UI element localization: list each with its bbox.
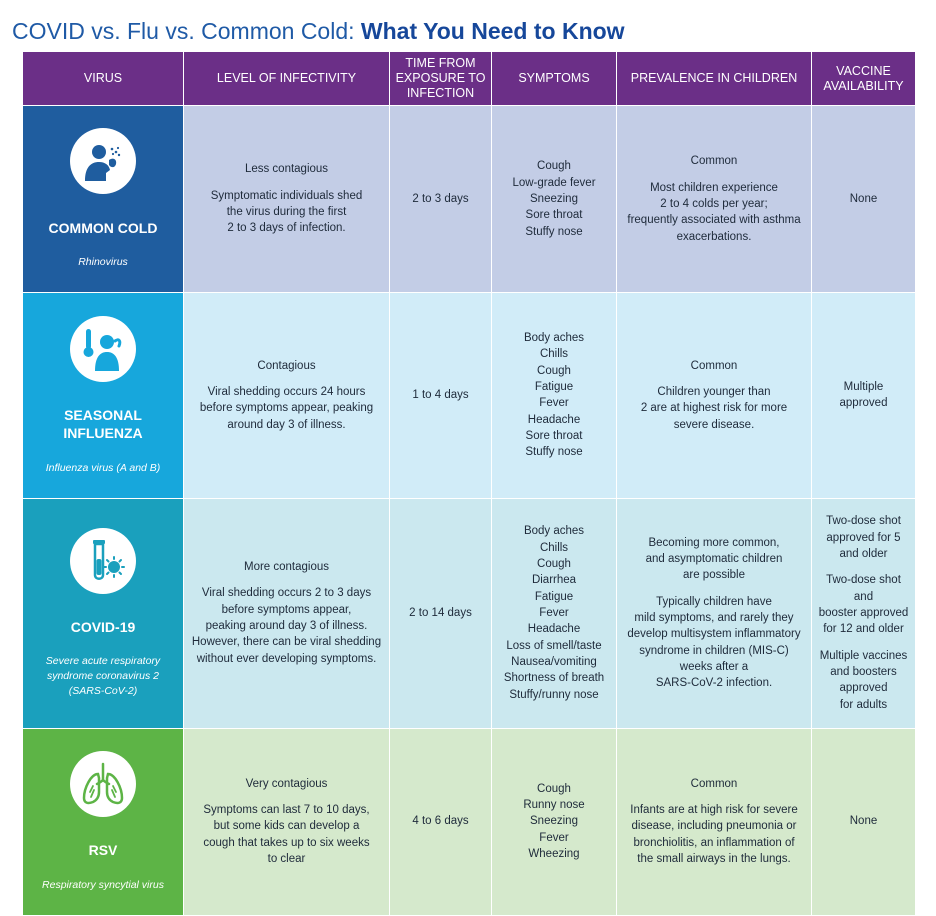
title-regular: COVID vs. Flu vs. Common Cold: bbox=[12, 18, 361, 44]
header-virus: VIRUS bbox=[22, 51, 184, 106]
virus-cell: COVID-19 Severe acute respiratory syndro… bbox=[22, 497, 184, 729]
infectivity-level: Very contagious bbox=[245, 777, 328, 790]
vaccine-detail: Two-dose shot and booster approved for 1… bbox=[818, 574, 909, 636]
table-row: SEASONAL INFLUENZA Influenza virus (A an… bbox=[22, 292, 916, 499]
comparison-table: VIRUS LEVEL OF INFECTIVITY TIME FROM EXP… bbox=[22, 51, 916, 916]
prevalence-detail: Typically children have mild symptoms, a… bbox=[627, 595, 801, 690]
vaccine-detail: Multiple vaccines and boosters approved … bbox=[819, 649, 908, 711]
prevalence-cell: Common Infants are at high risk for sever… bbox=[616, 727, 812, 916]
header-symptoms: SYMPTOMS bbox=[491, 51, 617, 106]
header-time: TIME FROM EXPOSURE TO INFECTION bbox=[389, 51, 492, 106]
infectivity-level: Less contagious bbox=[244, 163, 329, 176]
prevalence-detail: Children younger than 2 are at highest r… bbox=[640, 386, 788, 431]
vaccine-cell: None bbox=[811, 104, 916, 294]
prevalence-cell: Common Children younger than 2 are at hig… bbox=[616, 292, 812, 499]
sneezing-person-icon bbox=[70, 128, 136, 195]
person-with-thermometer-icon bbox=[70, 315, 136, 382]
prevalence-cell: Common Most children experience 2 to 4 co… bbox=[616, 104, 812, 294]
vaccine-cell: None bbox=[811, 727, 916, 916]
infectivity-level: More contagious bbox=[243, 561, 330, 574]
infectivity-detail: Symptomatic individuals shed the virus d… bbox=[210, 189, 363, 235]
header-infectivity: LEVEL OF INFECTIVITY bbox=[183, 51, 390, 106]
virus-name: SEASONAL INFLUENZA bbox=[63, 406, 143, 442]
virus-scientific-name: Influenza virus (A and B) bbox=[45, 461, 161, 474]
infectivity-detail: Symptoms can last 7 to 10 days, but some… bbox=[203, 804, 370, 866]
symptoms-cell: Cough Runny nose Sneezing Fever Wheezing bbox=[491, 727, 617, 916]
virus-cell: RSV Respiratory syncytial virus bbox=[22, 727, 184, 916]
time-cell: 2 to 3 days bbox=[389, 104, 492, 294]
prevalence-detail: Infants are at high risk for severe dise… bbox=[630, 804, 798, 866]
virus-scientific-name: Respiratory syncytial virus bbox=[42, 878, 164, 891]
header-row: VIRUS LEVEL OF INFECTIVITY TIME FROM EXP… bbox=[22, 51, 916, 106]
infectivity-cell: Very contagious Symptoms can last 7 to 10… bbox=[183, 727, 390, 916]
vaccine-detail: Two-dose shot approved for 5 and older bbox=[826, 515, 901, 560]
table-row: RSV Respiratory syncytial virus Very con… bbox=[22, 727, 916, 916]
virus-cell: SEASONAL INFLUENZA Influenza virus (A an… bbox=[22, 292, 184, 499]
title-bold: What You Need to Know bbox=[360, 18, 625, 44]
prevalence-level: Common bbox=[690, 777, 738, 790]
prevalence-level: Becoming more common, and asymptomatic c… bbox=[645, 536, 783, 582]
time-cell: 2 to 14 days bbox=[389, 497, 492, 729]
symptoms-cell: Body aches Chills Cough Fatigue Fever He… bbox=[491, 292, 617, 499]
infectivity-level: Contagious bbox=[257, 359, 316, 372]
prevalence-cell: Becoming more common, and asymptomatic c… bbox=[616, 497, 812, 729]
infectivity-cell: More contagious Viral shedding occurs 2 t… bbox=[183, 497, 390, 729]
symptoms-cell: Body aches Chills Cough Diarrhea Fatigue… bbox=[491, 497, 617, 729]
time-cell: 4 to 6 days bbox=[389, 727, 492, 916]
virus-scientific-name: Severe acute respiratory syndrome corona… bbox=[45, 655, 161, 697]
header-prevalence: PREVALENCE IN CHILDREN bbox=[616, 51, 812, 106]
vaccine-cell: Two-dose shot approved for 5 and older Tw… bbox=[811, 497, 916, 729]
prevalence-level: Common bbox=[690, 359, 738, 372]
page-title: COVID vs. Flu vs. Common Cold: What You … bbox=[12, 18, 625, 45]
infectivity-detail: Viral shedding occurs 24 hours before sy… bbox=[199, 386, 374, 431]
vaccine-cell: Multiple approved bbox=[811, 292, 916, 499]
virus-name: COVID-19 bbox=[70, 618, 136, 635]
table-row: COMMON COLD Rhinovirus Less contagious Sy… bbox=[22, 104, 916, 294]
table-row: COVID-19 Severe acute respiratory syndro… bbox=[22, 497, 916, 729]
infectivity-cell: Less contagious Symptomatic individuals s… bbox=[183, 104, 390, 294]
virus-name: COMMON COLD bbox=[48, 219, 158, 236]
virus-name: RSV bbox=[88, 842, 118, 859]
infectivity-cell: Contagious Viral shedding occurs 24 hours… bbox=[183, 292, 390, 499]
test-tube-virus-icon bbox=[70, 527, 136, 594]
header-vaccine: VACCINE AVAILABILITY bbox=[811, 51, 916, 106]
symptoms-cell: Cough Low-grade fever Sneezing Sore thro… bbox=[491, 104, 617, 294]
virus-cell: COMMON COLD Rhinovirus bbox=[22, 104, 184, 294]
lungs-icon bbox=[70, 750, 136, 817]
time-cell: 1 to 4 days bbox=[389, 292, 492, 499]
prevalence-level: Common bbox=[690, 155, 738, 168]
virus-scientific-name: Rhinovirus bbox=[78, 256, 128, 269]
prevalence-detail: Most children experience 2 to 4 colds pe… bbox=[627, 181, 801, 243]
infectivity-detail: Viral shedding occurs 2 to 3 days before… bbox=[191, 587, 382, 665]
